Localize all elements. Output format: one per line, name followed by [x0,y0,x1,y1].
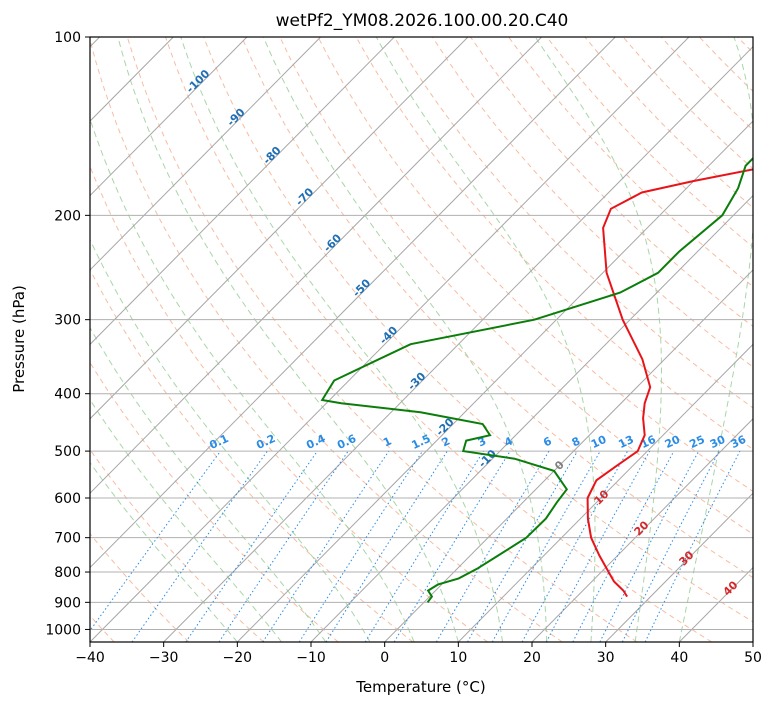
isotherm-line [90,37,321,271]
moist-adiabat-line [117,37,459,642]
isotherm-line [90,37,690,642]
y-tick-label: 1000 [45,622,81,638]
dry-adiabat-line [317,37,753,493]
mixing-ratio-line [572,450,675,642]
temperature-profile [586,168,753,598]
moist-adiabat-line [262,37,548,642]
isotherm-line [310,194,753,642]
isotherm-line [457,343,753,642]
y-tick-label: 600 [54,491,81,507]
pressure-gridlines [90,37,753,630]
sounding-series [320,156,753,603]
moist-adiabat-line [90,117,415,642]
dewpoint-profile [320,156,753,603]
y-axis-ticks: 1000 900 800 700 600 500 400 300 200 100 [45,30,90,638]
chart-title: wetPf2_YM08.2026.100.00.20.C40 [276,11,569,31]
isotherm-line [90,37,248,197]
y-tick-label: 300 [54,313,81,329]
isotherm-line [90,37,395,346]
mixing-ratio-line [262,450,390,642]
moist-adiabat-line [90,398,282,642]
isotherm-line [90,37,616,569]
mixing-ratio-lines [90,450,741,642]
mixing-ratio-line [325,450,448,642]
mixing-ratio-label: 25 [687,433,706,451]
y-tick-label: 100 [54,30,81,46]
isotherm-line [531,418,753,642]
y-tick-label: 900 [54,595,81,611]
x-tick-label: −10 [296,650,326,666]
x-tick-label: −30 [149,650,179,666]
mixing-ratio-line [364,450,484,642]
dry-adiabat-line [90,38,563,642]
mixing-ratio-line [90,450,221,632]
mixing-ratio-line [185,450,318,642]
dry-adiabat-line [126,37,638,642]
y-axis-label: Pressure (hPa) [10,285,28,393]
isotherm-line [90,37,542,494]
x-tick-label: 40 [670,650,688,666]
isotherm-line [90,37,469,420]
isotherms [90,37,753,642]
moist-adiabats [90,37,753,642]
moist-adiabat-line [90,238,371,642]
x-tick-label: 50 [744,650,762,666]
dry-adiabat-line [90,361,339,642]
mixing-ratio-line [521,450,629,642]
y-tick-label: 400 [54,387,81,403]
x-tick-label: −20 [223,650,253,666]
moist-adiabat-line [90,461,238,642]
isotherm-line [236,120,753,642]
dry-adiabat-line [355,37,753,450]
y-tick-label: 500 [54,444,81,460]
x-tick-label: 20 [523,650,541,666]
moist-adiabat-line [90,326,327,642]
x-tick-label: 30 [597,650,615,666]
isotherm-line [384,269,753,642]
mixing-ratio-label: 10 [589,433,609,451]
mixing-ratio-line [131,450,268,642]
x-axis-label: Temperature (°C) [355,678,485,696]
y-tick-label: 700 [54,531,81,547]
y-tick-label: 800 [54,565,81,581]
mixing-ratio-line [621,450,720,642]
moist-adiabat-line [534,37,662,642]
mixing-ratio-label: 30 [708,433,728,451]
x-tick-label: −40 [75,650,105,666]
dry-adiabat-line [90,532,190,642]
mixing-ratio-line [545,450,651,642]
mixing-ratio-label: 36 [729,433,749,451]
mixing-ratio-line [298,450,423,642]
mixing-ratio-line [218,450,349,642]
isotherm-line [163,46,753,642]
isotherm-line [605,492,753,642]
dry-adiabat-line [165,37,712,642]
x-axis-ticks: −40 −30 −20 −10 0 10 20 30 40 50 [75,642,762,666]
dry-adiabat-line [90,164,488,642]
plot-frame [89,36,754,643]
moist-adiabat-line [180,37,503,642]
mixing-ratio-line [491,450,601,642]
x-tick-label: 10 [449,650,467,666]
mixing-ratio-line [393,450,511,642]
dry-adiabat-line [470,37,753,328]
moist-adiabat-line [678,37,753,642]
x-tick-label: 0 [380,650,389,666]
mixing-ratio-label: 20 [663,433,683,451]
mixing-ratio-label: 13 [616,433,635,451]
mixing-ratio-line [644,450,741,642]
y-tick-label: 200 [54,208,81,224]
